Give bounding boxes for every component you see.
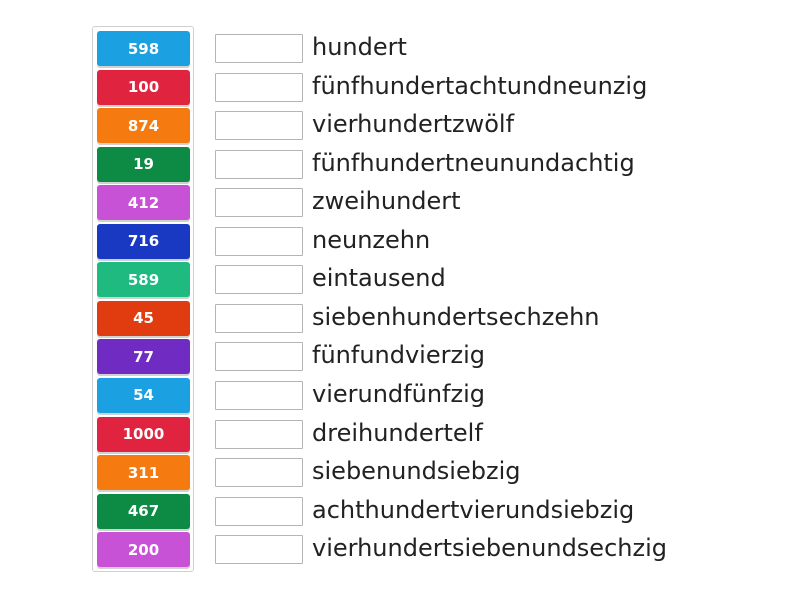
number-word: fünfhundertachtundneunzig (312, 71, 648, 100)
tile-panel: 598 100 874 19 412 716 589 45 77 54 1000 311 467 200 (92, 26, 194, 572)
number-tile[interactable]: 100 (97, 69, 190, 105)
number-tile[interactable]: 716 (97, 223, 190, 259)
drop-slot[interactable] (215, 535, 303, 565)
number-word: eintausend (312, 264, 446, 293)
drop-slot[interactable] (215, 226, 303, 256)
drop-slot[interactable] (215, 496, 303, 526)
number-tile[interactable]: 1000 (97, 416, 190, 452)
number-word: fünfhundertneunundachtig (312, 148, 635, 177)
number-word: vierhundertsiebenundsechzig (312, 534, 667, 563)
number-word: siebenundsiebzig (312, 457, 521, 486)
number-word: achthundertvierundsiebzig (312, 495, 635, 524)
drop-slot[interactable] (215, 188, 303, 218)
drop-slot[interactable] (215, 265, 303, 295)
number-tile[interactable]: 311 (97, 455, 190, 491)
drop-slot[interactable] (215, 149, 303, 179)
number-tile[interactable]: 54 (97, 377, 190, 413)
drop-slot[interactable] (215, 72, 303, 102)
number-word: fünfundvierzig (312, 341, 485, 370)
number-tile[interactable]: 45 (97, 300, 190, 336)
number-tile[interactable]: 874 (97, 108, 190, 144)
number-word: vierhundertzwölf (312, 110, 515, 139)
drop-slot[interactable] (215, 342, 303, 372)
number-tile[interactable]: 598 (97, 31, 190, 66)
number-tile[interactable]: 589 (97, 262, 190, 298)
drop-slot[interactable] (215, 34, 303, 63)
number-word: neunzehn (312, 225, 431, 254)
drop-slot[interactable] (215, 458, 303, 488)
number-tile[interactable]: 19 (97, 146, 190, 182)
number-tile[interactable]: 200 (97, 532, 190, 568)
number-tile[interactable]: 77 (97, 339, 190, 375)
number-word: hundert (312, 33, 407, 61)
drop-slot[interactable] (215, 303, 303, 333)
number-word: zweihundert (312, 187, 461, 216)
number-word: siebenhundertsechzehn (312, 302, 600, 331)
number-word: vierundfünfzig (312, 379, 485, 408)
drop-slot[interactable] (215, 111, 303, 141)
drop-slot[interactable] (215, 419, 303, 449)
number-tile[interactable]: 467 (97, 493, 190, 529)
drop-slot[interactable] (215, 380, 303, 410)
number-tile[interactable]: 412 (97, 185, 190, 221)
number-word: dreihundertelf (312, 418, 483, 447)
